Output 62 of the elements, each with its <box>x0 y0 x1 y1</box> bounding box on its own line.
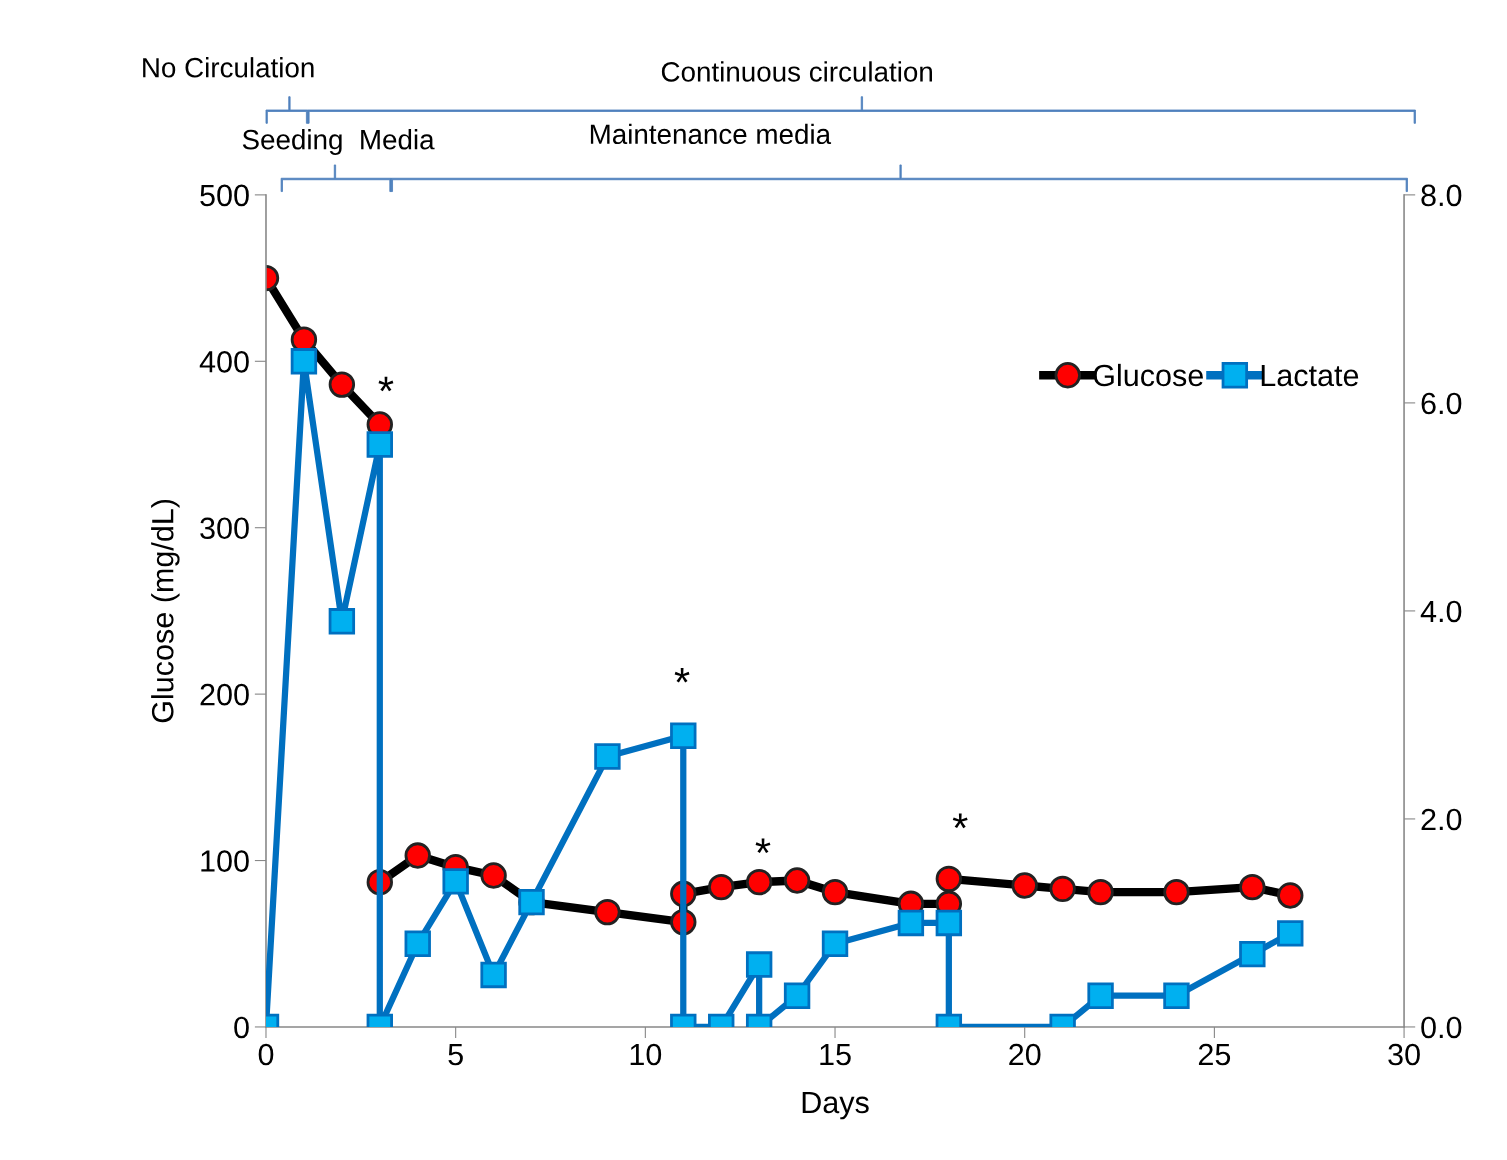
text: No Circulation <box>143 57 314 78</box>
x-tick-label: 10 <box>630 1043 662 1066</box>
point <box>1049 875 1076 903</box>
point <box>821 878 849 906</box>
text: Seeding Media <box>242 129 435 155</box>
point <box>897 909 925 937</box>
point <box>290 348 318 375</box>
y-tick-label: 400 <box>199 351 249 373</box>
y2-tick-label: 4.0 <box>1420 600 1462 623</box>
legend-label: Glucose <box>1093 363 1203 387</box>
text: Continuous circulation <box>661 61 932 82</box>
y2-tick-label: 8.0 <box>1421 184 1462 207</box>
point <box>404 930 431 957</box>
point <box>1277 882 1304 909</box>
point <box>935 865 963 893</box>
point <box>594 898 621 926</box>
annotation: * <box>952 813 968 829</box>
legend-label: Lactate <box>1261 364 1359 387</box>
point <box>708 873 735 901</box>
point <box>1163 982 1190 1009</box>
point <box>1087 878 1114 906</box>
point <box>670 722 697 749</box>
y2-tick-label: 6.0 <box>1421 392 1462 415</box>
y-axis-title: Glucose (mg/dL) <box>151 499 180 723</box>
point <box>1239 873 1266 901</box>
y-tick-label: 500 <box>200 184 249 207</box>
x-tick-label: 25 <box>1198 1043 1231 1066</box>
point <box>745 868 773 896</box>
x-tick-label: 20 <box>1009 1043 1041 1066</box>
point <box>935 909 963 937</box>
point <box>783 982 811 1009</box>
annotation: * <box>378 376 394 392</box>
point <box>821 930 849 957</box>
y-tick-label: 200 <box>200 683 249 706</box>
point <box>1239 940 1266 968</box>
point <box>328 371 356 398</box>
point <box>1163 878 1190 906</box>
point <box>1011 872 1038 899</box>
x-tick-label: 5 <box>448 1044 463 1066</box>
point <box>366 431 393 458</box>
text: Maintenance media <box>590 123 832 145</box>
y2-tick-label: 2.0 <box>1421 808 1462 831</box>
point <box>1277 920 1304 947</box>
y-tick-label: 300 <box>200 517 249 540</box>
annotation: * <box>674 667 690 683</box>
x-tick-label: 30 <box>1388 1043 1420 1066</box>
y2-tick-label: 0.0 <box>1421 1016 1462 1039</box>
x-axis-title: Days <box>802 1091 869 1120</box>
point <box>480 961 507 989</box>
point <box>480 862 507 889</box>
point <box>1087 982 1114 1009</box>
x-tick-label: 0 <box>258 1043 274 1066</box>
y-tick-label: 100 <box>201 850 249 872</box>
point <box>745 951 773 978</box>
x-tick-label: 15 <box>820 1044 851 1066</box>
point <box>328 608 356 635</box>
annotation: * <box>755 838 771 854</box>
point <box>442 868 469 895</box>
point <box>404 842 431 869</box>
y-tick-label: 0 <box>234 1016 249 1039</box>
point <box>594 743 621 770</box>
point <box>783 867 811 894</box>
